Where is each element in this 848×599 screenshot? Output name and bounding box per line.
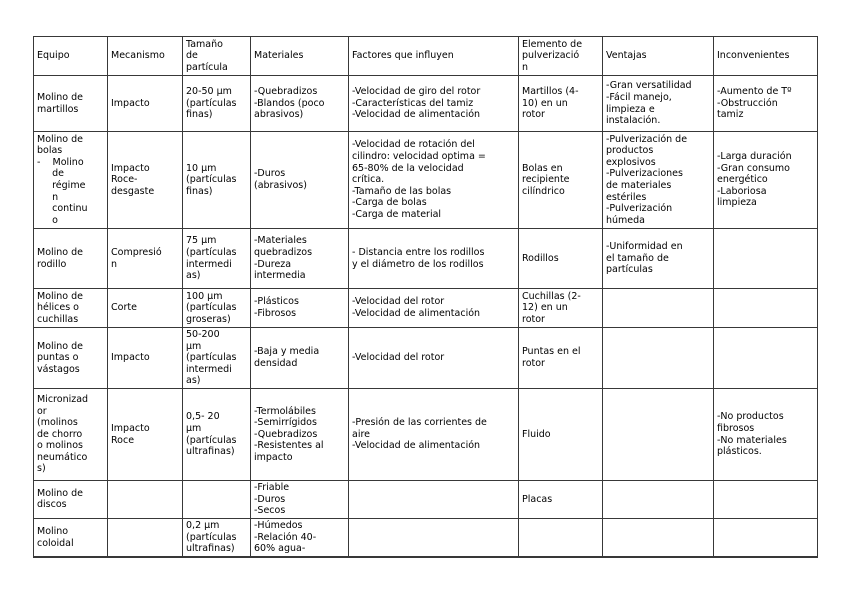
header-materiales: Materiales [250, 36, 349, 76]
cell-puntas-inconvenientes [713, 327, 818, 389]
cell-martillos-tamano: 20-50 μm (partículas finas) [182, 75, 251, 132]
cell-martillos-factores: -Velocidad de giro del rotor -Caracterís… [348, 75, 519, 132]
cell-rodillo-factores: - Distancia entre los rodillos y el diám… [348, 228, 519, 289]
cell-rodillo-tamano: 75 μm (partículas intermedi as) [182, 228, 251, 289]
cell-coloidal-inconvenientes [713, 517, 818, 558]
row-micronizador: Micronizad or (molinos de chorro o molin… [33, 388, 818, 481]
header-mecanismo: Mecanismo [107, 36, 183, 76]
cell-helices-ventajas [602, 288, 714, 328]
cell-coloidal-elemento [518, 517, 603, 558]
cell-helices-factores: -Velocidad del rotor -Velocidad de alime… [348, 288, 519, 328]
cell-bolas-inconvenientes: -Larga duración -Gran consumo energético… [713, 131, 818, 229]
cell-coloidal-ventajas [602, 517, 714, 558]
cell-helices-mecanismo: Corte [107, 288, 183, 328]
cell-puntas-equipo: Molino de puntas o vástagos [33, 327, 108, 389]
cell-puntas-mecanismo: Impacto [107, 327, 183, 389]
cell-helices-tamano: 100 μm (partículas groseras) [182, 288, 251, 328]
header-row: Equipo Mecanismo Tamaño de partícula Mat… [33, 36, 818, 76]
cell-micronizador-factores: -Presión de las corrientes de aire -Velo… [348, 388, 519, 481]
header-ventajas: Ventajas [602, 36, 714, 76]
cell-coloidal-tamano: 0,2 μm (partículas ultrafinas) [182, 517, 251, 558]
cell-rodillo-inconvenientes [713, 228, 818, 289]
row-molino-coloidal: Molino coloidal 0,2 μm (partículas ultra… [33, 517, 818, 558]
cell-micronizador-materiales: -Termolábiles -Semirrígidos -Quebradizos… [250, 388, 349, 481]
header-equipo: Equipo [33, 36, 108, 76]
cell-micronizador-ventajas [602, 388, 714, 481]
cell-helices-inconvenientes [713, 288, 818, 328]
cell-bolas-mecanismo: Impacto Roce- desgaste [107, 131, 183, 229]
cell-puntas-tamano: 50-200 μm (partículas intermedi as) [182, 327, 251, 389]
cell-discos-inconvenientes [713, 480, 818, 519]
cell-bolas-materiales: -Duros (abrasivos) [250, 131, 349, 229]
cell-helices-materiales: -Plásticos -Fibrosos [250, 288, 349, 328]
row-molino-rodillo: Molino de rodillo Compresió n 75 μm (par… [33, 228, 818, 289]
cell-coloidal-materiales: -Húmedos -Relación 40- 60% agua- [250, 517, 349, 558]
cell-bolas-elemento: Bolas en recipiente cilíndrico [518, 131, 603, 229]
row-molino-discos: Molino de discos -Friable -Duros -Secos … [33, 480, 818, 519]
row-molino-helices: Molino de hélices o cuchillas Corte 100 … [33, 288, 818, 328]
cell-rodillo-materiales: -Materiales quebradizos -Dureza intermed… [250, 228, 349, 289]
cell-puntas-ventajas [602, 327, 714, 389]
cell-martillos-elemento: Martillos (4- 10) en un rotor [518, 75, 603, 132]
cell-coloidal-mecanismo [107, 517, 183, 558]
cell-bolas-factores: -Velocidad de rotación del cilindro: vel… [348, 131, 519, 229]
cell-micronizador-equipo: Micronizad or (molinos de chorro o molin… [33, 388, 108, 481]
cell-coloidal-equipo: Molino coloidal [33, 517, 108, 558]
cell-micronizador-inconvenientes: -No productos fibrosos -No materiales pl… [713, 388, 818, 481]
cell-martillos-ventajas: -Gran versatilidad -Fácil manejo, limpie… [602, 75, 714, 132]
cell-rodillo-elemento: Rodillos [518, 228, 603, 289]
cell-micronizador-mecanismo: Impacto Roce [107, 388, 183, 481]
row-molino-puntas: Molino de puntas o vástagos Impacto 50-2… [33, 327, 818, 389]
cell-martillos-materiales: -Quebradizos -Blandos (poco abrasivos) [250, 75, 349, 132]
cell-coloidal-factores [348, 517, 519, 558]
cell-rodillo-ventajas: -Uniformidad en el tamaño de partículas [602, 228, 714, 289]
cell-discos-equipo: Molino de discos [33, 480, 108, 519]
cell-helices-elemento: Cuchillas (2- 12) en un rotor [518, 288, 603, 328]
cell-bolas-ventajas: -Pulverización de productos explosivos -… [602, 131, 714, 229]
cell-discos-tamano [182, 480, 251, 519]
cell-bolas-tamano: 10 μm (partículas finas) [182, 131, 251, 229]
cell-puntas-elemento: Puntas en el rotor [518, 327, 603, 389]
cell-martillos-inconvenientes: -Aumento de Tº -Obstrucción tamiz [713, 75, 818, 132]
header-tamano-particula: Tamaño de partícula [182, 36, 251, 76]
cell-discos-ventajas [602, 480, 714, 519]
cell-discos-materiales: -Friable -Duros -Secos [250, 480, 349, 519]
row-molino-martillos: Molino de martillos Impacto 20-50 μm (pa… [33, 75, 818, 132]
row-molino-bolas: Molino de bolas - Molino de régime n con… [33, 131, 818, 229]
cell-martillos-mecanismo: Impacto [107, 75, 183, 132]
cell-discos-elemento: Placas [518, 480, 603, 519]
header-elemento-pulverizacion: Elemento de pulverizació n [518, 36, 603, 76]
cell-helices-equipo: Molino de hélices o cuchillas [33, 288, 108, 328]
cell-micronizador-tamano: 0,5- 20 μm (partículas ultrafinas) [182, 388, 251, 481]
header-inconvenientes: Inconvenientes [713, 36, 818, 76]
header-factores: Factores que influyen [348, 36, 519, 76]
milling-equipment-table: Equipo Mecanismo Tamaño de partícula Mat… [33, 36, 818, 559]
cell-rodillo-mecanismo: Compresió n [107, 228, 183, 289]
cell-bolas-equipo: Molino de bolas - Molino de régime n con… [33, 131, 108, 229]
cell-puntas-materiales: -Baja y media densidad [250, 327, 349, 389]
cell-rodillo-equipo: Molino de rodillo [33, 228, 108, 289]
cell-micronizador-elemento: Fluido [518, 388, 603, 481]
cell-martillos-equipo: Molino de martillos [33, 75, 108, 132]
cell-discos-mecanismo [107, 480, 183, 519]
cell-discos-factores [348, 480, 519, 519]
cell-puntas-factores: -Velocidad del rotor [348, 327, 519, 389]
